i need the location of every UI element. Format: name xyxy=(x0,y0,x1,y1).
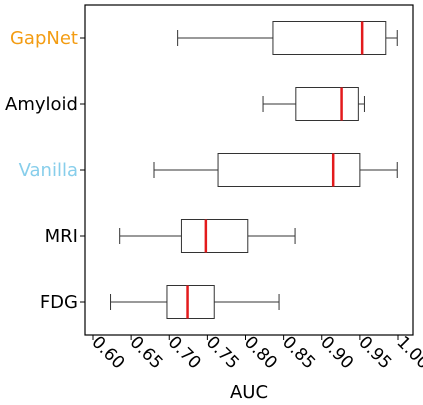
category-labels: GapNet Amyloid Vanilla MRI FDG xyxy=(5,28,85,313)
box-fdg xyxy=(110,285,280,319)
x-tick-label: 0.70 xyxy=(164,332,205,373)
category-label-amyloid: Amyloid xyxy=(5,94,78,115)
x-tick-label: 0.90 xyxy=(316,332,357,373)
box-amyloid xyxy=(262,87,365,121)
iqr-box-fdg xyxy=(166,285,215,319)
iqr-box-mri xyxy=(180,219,249,253)
iqr-box-vanilla xyxy=(217,153,361,187)
box-gapnet xyxy=(177,21,398,55)
category-label-gapnet: GapNet xyxy=(10,28,78,49)
boxes-layer xyxy=(110,21,398,319)
iqr-box-amyloid xyxy=(295,87,359,121)
box-mri xyxy=(119,219,296,253)
box-vanilla xyxy=(153,153,398,187)
category-label-mri: MRI xyxy=(45,226,78,247)
x-tick-label: 0.75 xyxy=(202,332,243,373)
x-tick-label: 0.85 xyxy=(278,332,319,373)
x-tick-label: 0.65 xyxy=(126,332,167,373)
x-tick-label: 0.95 xyxy=(354,332,395,373)
iqr-box-gapnet xyxy=(272,21,387,55)
x-axis-label: AUC xyxy=(230,382,268,403)
x-tick-label: 0.60 xyxy=(87,332,128,373)
x-axis-ticks: 0.600.650.700.750.800.850.900.951.00 xyxy=(87,332,423,373)
x-tick-label: 0.80 xyxy=(240,332,281,373)
x-tick-label: 1.00 xyxy=(392,332,423,373)
category-label-fdg: FDG xyxy=(40,292,78,313)
category-label-vanilla: Vanilla xyxy=(19,160,78,181)
